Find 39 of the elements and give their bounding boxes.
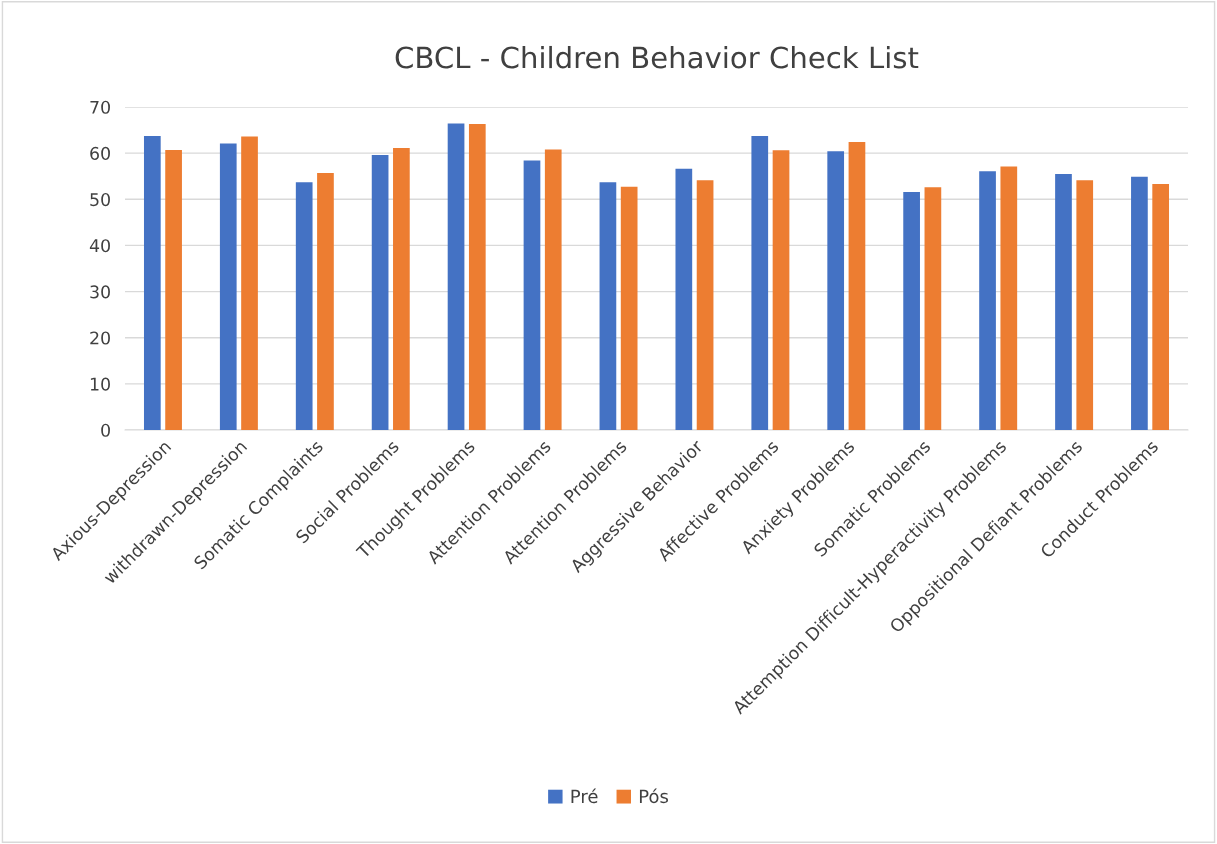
bar (544, 149, 562, 430)
y-tick-label: 70 (90, 100, 110, 114)
y-tick-label: 60 (90, 146, 110, 160)
bar (620, 186, 638, 430)
bar (1131, 176, 1148, 430)
bar (1000, 166, 1018, 430)
bar (751, 136, 769, 430)
bar (241, 136, 258, 430)
y-tick-label: 50 (90, 193, 110, 207)
bar (317, 172, 334, 430)
bar (696, 180, 714, 430)
bar (772, 150, 790, 430)
legend-label: Pós (639, 788, 669, 804)
y-tick-label: 10 (90, 377, 110, 391)
bar (447, 123, 465, 430)
y-tick-label: 40 (89, 239, 110, 253)
y-tick-label: 0 (101, 423, 110, 437)
bar (848, 142, 866, 430)
bar (675, 168, 693, 430)
bar (903, 191, 920, 430)
bar (827, 151, 845, 430)
bar (1076, 180, 1094, 430)
bar (523, 160, 541, 430)
bar (143, 136, 161, 430)
chart-title: CBCL - Children Behavior Check List (395, 45, 919, 69)
bar (1152, 184, 1170, 430)
legend-label: Pré (571, 788, 598, 804)
bar (219, 143, 237, 430)
bar (924, 187, 942, 430)
bar (371, 154, 389, 430)
bar (393, 148, 410, 430)
bar (599, 182, 617, 430)
bar (979, 171, 996, 430)
bar (468, 124, 486, 430)
bar (295, 182, 313, 430)
y-tick-label: 20 (90, 331, 110, 345)
bar (1055, 173, 1072, 430)
bar (165, 149, 182, 430)
y-tick-label: 30 (90, 285, 110, 299)
